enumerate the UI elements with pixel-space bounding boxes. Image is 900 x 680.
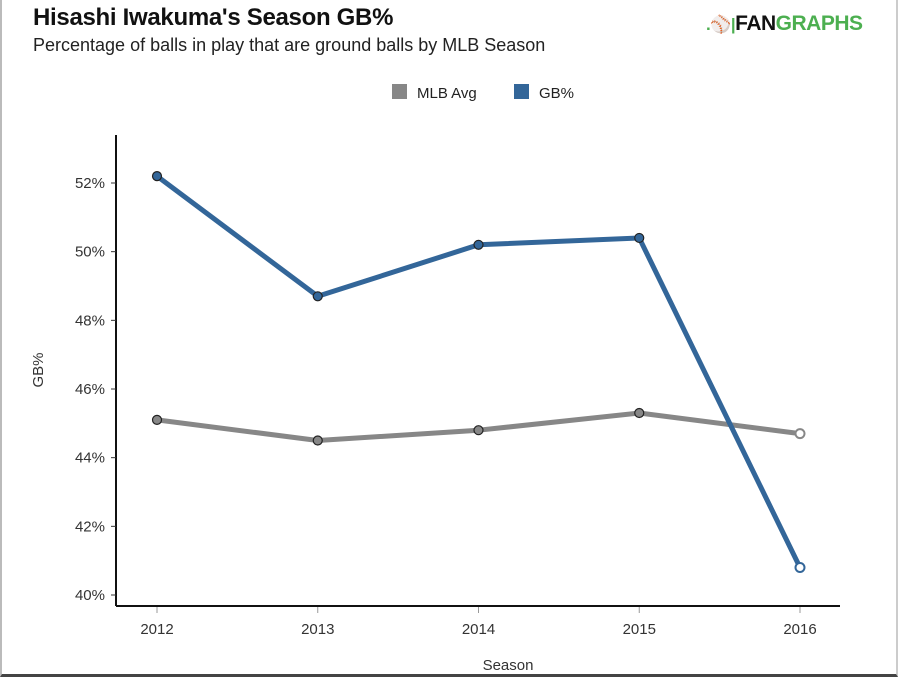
series-mlb-avg — [151, 407, 806, 446]
x-tick-label: 2016 — [783, 621, 816, 638]
x-tick-label: 2015 — [623, 621, 656, 638]
data-point[interactable] — [634, 232, 645, 244]
x-tick-label: 2014 — [462, 621, 495, 638]
y-tick-label: 44% — [75, 450, 105, 467]
legend-label: MLB Avg — [417, 85, 477, 102]
batter-icon: .⚾| — [706, 15, 736, 34]
x-tick-label: 2012 — [140, 621, 173, 638]
y-tick-label: 48% — [75, 312, 105, 329]
y-tick-label: 40% — [75, 587, 105, 604]
data-point[interactable] — [312, 435, 323, 446]
axes: 40% 42% 44% 46% 48% 50% 52% 2012 2013 2014 2015 201… — [75, 135, 840, 638]
x-tick-label: 2013 — [301, 621, 334, 638]
y-tick-label: 42% — [75, 518, 105, 535]
legend-label: GB% — [539, 85, 574, 102]
legend: MLB Avg GB% — [392, 84, 574, 102]
fangraphs-logo: .⚾|FANGRAPHS — [706, 12, 863, 35]
series-layer — [151, 171, 806, 574]
data-point[interactable] — [794, 562, 806, 574]
data-point[interactable] — [794, 428, 806, 440]
legend-swatch — [392, 84, 407, 99]
y-tick-label: 52% — [75, 175, 105, 192]
y-tick-label: 46% — [75, 381, 105, 398]
y-axis-title: GB% — [30, 352, 47, 387]
data-point[interactable] — [634, 407, 645, 419]
legend-swatch — [514, 84, 529, 99]
data-point[interactable] — [151, 414, 163, 425]
data-point[interactable] — [473, 239, 484, 250]
series-gb- — [151, 171, 806, 574]
data-point[interactable] — [473, 425, 484, 436]
data-point[interactable] — [312, 291, 323, 302]
chart-title: Hisashi Iwakuma's Season GB% — [33, 4, 394, 31]
series-line — [154, 173, 803, 571]
data-point[interactable] — [151, 171, 163, 182]
y-tick-label: 50% — [75, 244, 105, 261]
x-axis-title: Season — [483, 657, 534, 674]
chart-subtitle: Percentage of balls in play that are gro… — [33, 35, 546, 55]
